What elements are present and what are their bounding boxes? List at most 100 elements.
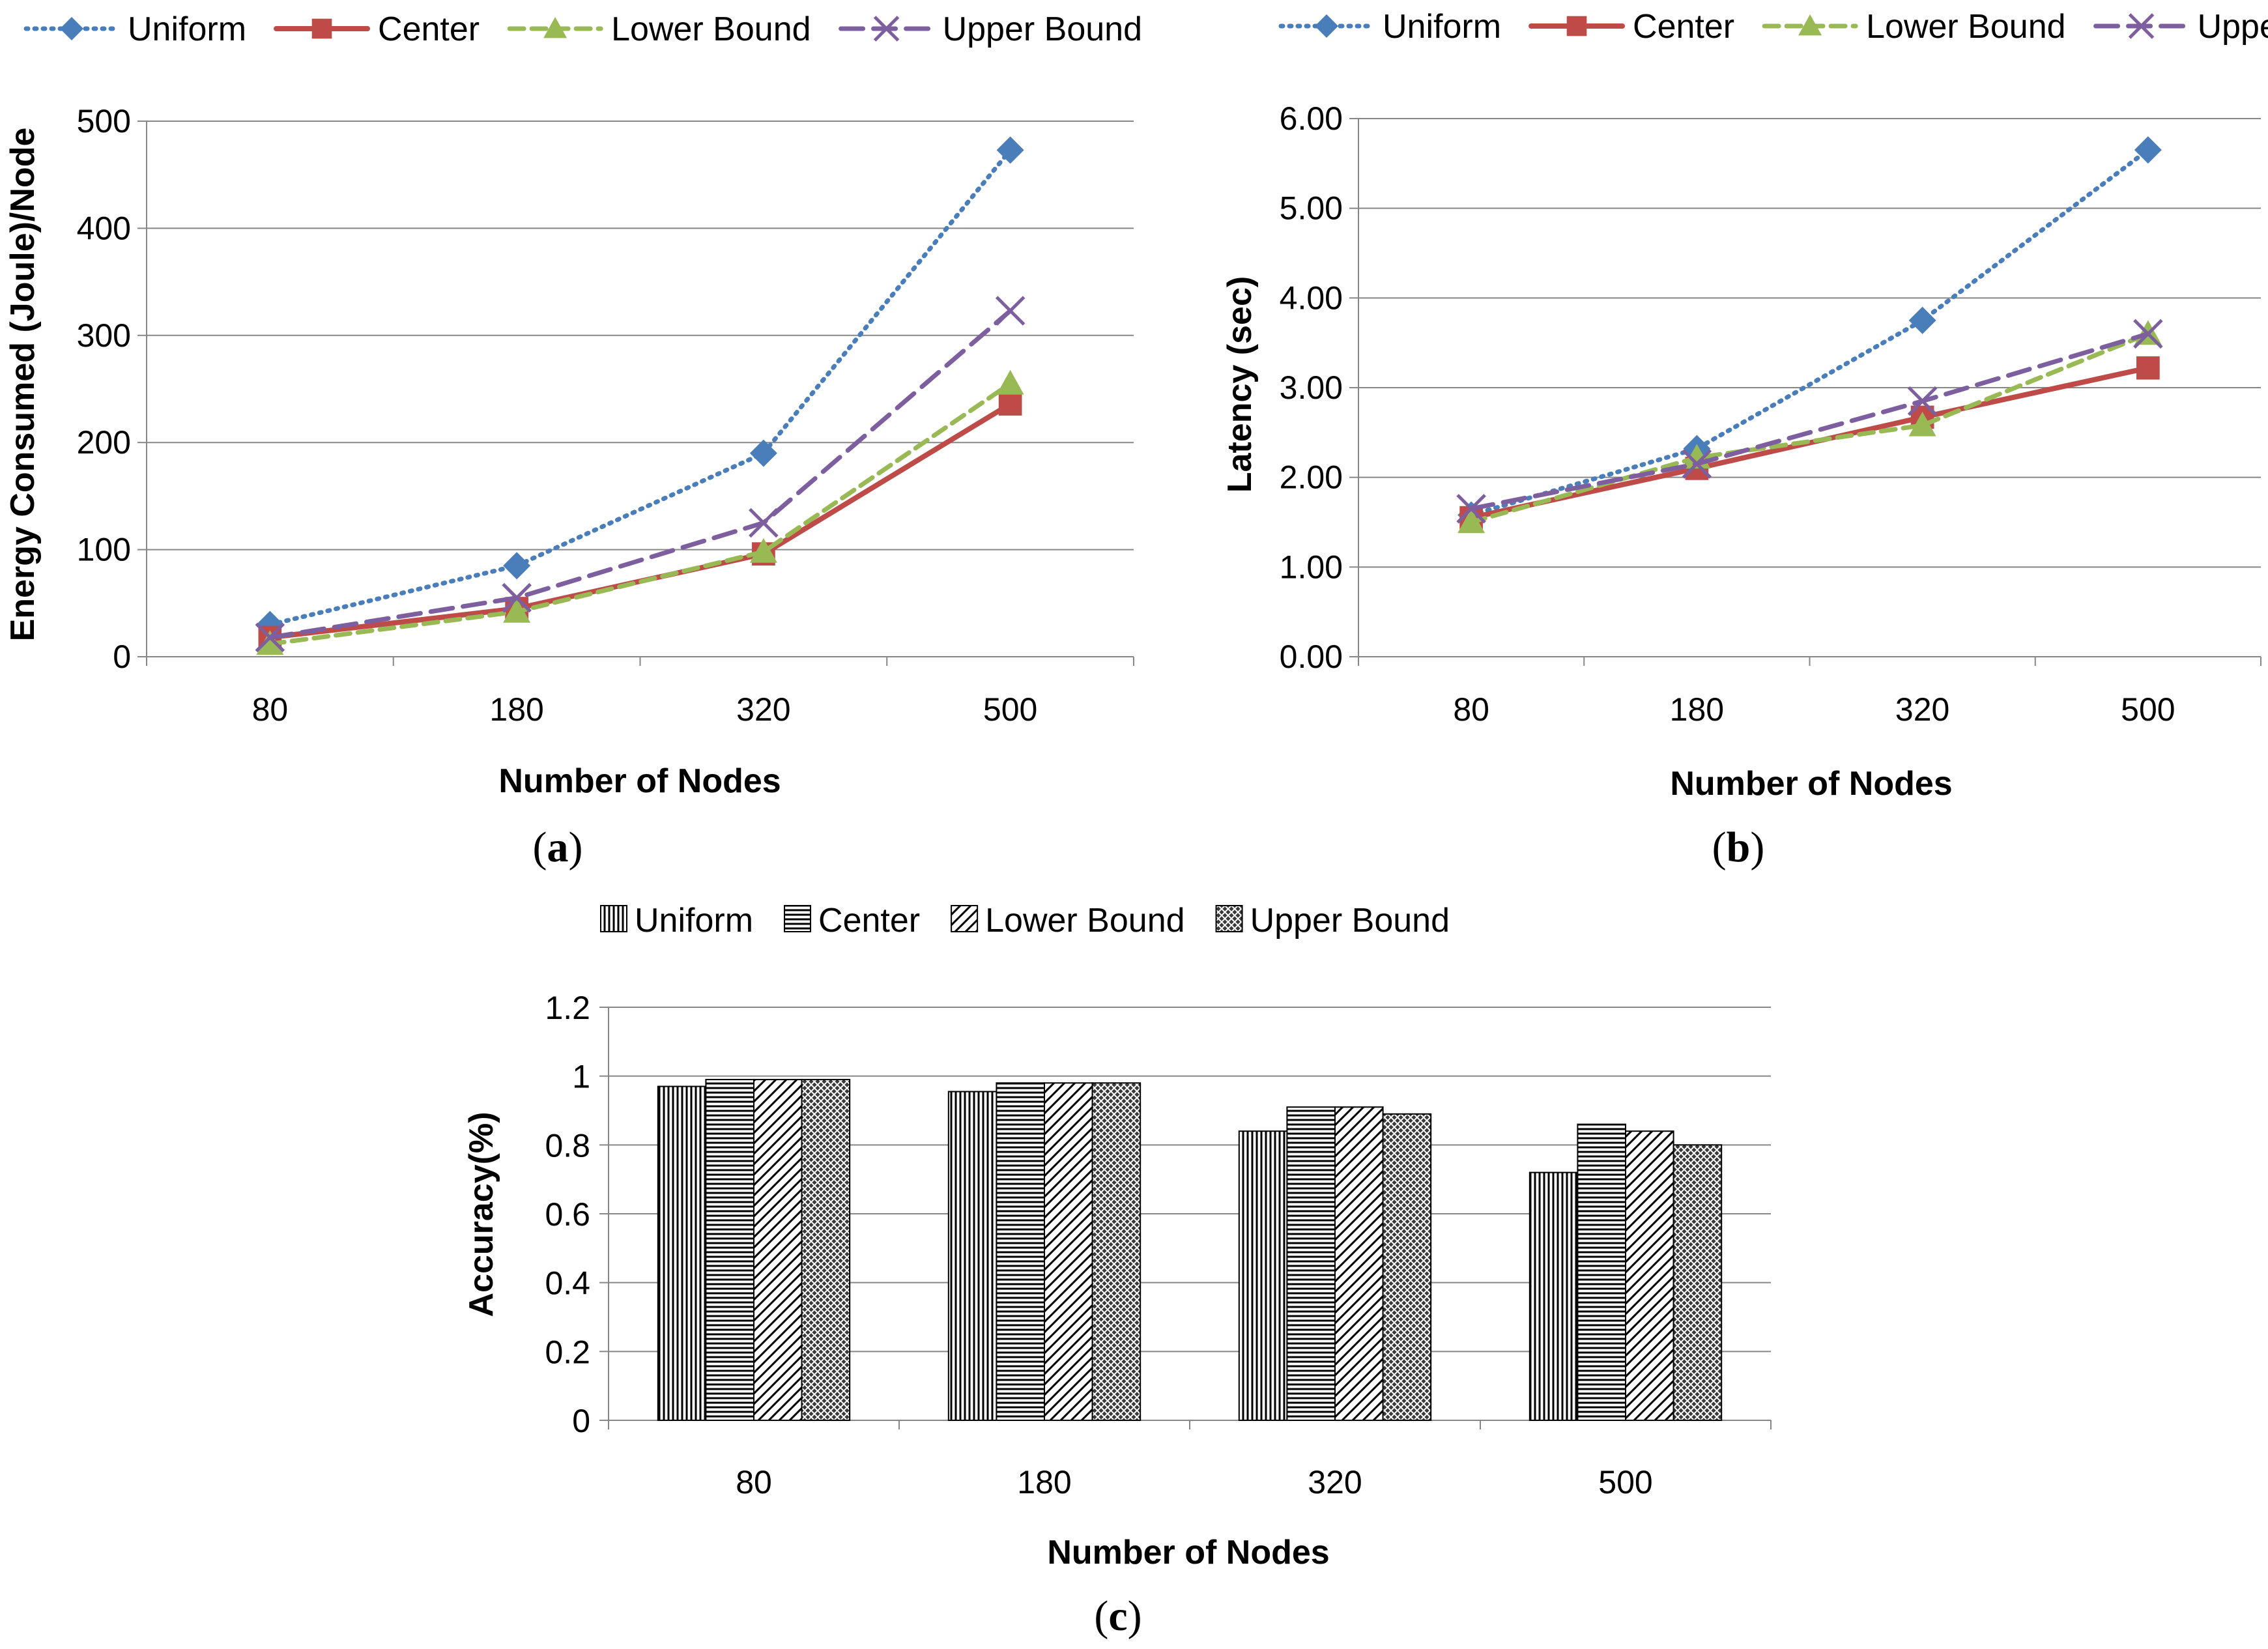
accuracy-x-tick-label: 320 bbox=[1308, 1464, 1362, 1500]
accuracy-x-tick-label: 80 bbox=[736, 1464, 772, 1500]
accuracy-bar-center bbox=[1286, 1106, 1336, 1421]
energy-point-upper-bound bbox=[502, 582, 532, 613]
energy-point-lower-bound bbox=[749, 538, 777, 563]
latency-point-upper-bound bbox=[1907, 386, 1938, 416]
accuracy-legend-swatch-uniform bbox=[600, 905, 627, 932]
accuracy-bar-lower-bound bbox=[1334, 1106, 1384, 1421]
accuracy-x-tick-label: 500 bbox=[1598, 1464, 1652, 1500]
energy-chart-legend: Uniform Center Lower Bound Upper Bound bbox=[23, 10, 1142, 48]
accuracy-bar-lower-bound bbox=[1625, 1130, 1674, 1421]
energy-chart-y-axis-title: Energy Consumed (Joule)/Node bbox=[4, 128, 42, 642]
latency-y-tick-label: 0.00 bbox=[1280, 638, 1343, 675]
latency-legend-marker-uniform bbox=[1315, 14, 1338, 38]
energy-point-lower-bound bbox=[996, 369, 1024, 395]
energy-series-line-lower-bound bbox=[267, 381, 1013, 646]
latency-point-lower-bound bbox=[1457, 508, 1486, 534]
accuracy-y-tick-label: 1.2 bbox=[545, 990, 590, 1026]
accuracy-legend-label-upper-bound: Upper Bound bbox=[1250, 902, 1450, 939]
latency-legend-marker-upper-bound bbox=[2128, 13, 2155, 39]
energy-chart-tick-labels: 0 100 200 300 400 500 80 180 320 500 bbox=[77, 103, 1038, 728]
accuracy-y-tick-label: 1 bbox=[572, 1059, 590, 1095]
energy-x-tick-label: 80 bbox=[252, 691, 289, 728]
accuracy-bar-lower-bound bbox=[753, 1078, 803, 1421]
accuracy-legend-swatch-lower-bound bbox=[951, 905, 979, 932]
accuracy-legend-swatch-center bbox=[784, 905, 812, 932]
accuracy-bar-uniform bbox=[657, 1085, 707, 1422]
latency-chart-series bbox=[1456, 136, 2163, 534]
energy-point-uniform bbox=[503, 552, 531, 580]
accuracy-legend-label-center: Center bbox=[818, 902, 920, 939]
energy-point-upper-bound bbox=[749, 508, 779, 538]
accuracy-chart-y-axis-title: Accuracy(%) bbox=[463, 1111, 500, 1317]
latency-series-line-uniform bbox=[1469, 147, 2151, 517]
latency-point-upper-bound bbox=[2133, 319, 2163, 349]
accuracy-chart-legend: Uniform Center Lower Bound Upper Bound bbox=[600, 902, 1450, 939]
latency-y-tick-label: 4.00 bbox=[1280, 280, 1343, 316]
accuracy-bar-uniform bbox=[1238, 1130, 1288, 1421]
energy-series-line-center bbox=[267, 401, 1013, 640]
latency-series-line-lower-bound bbox=[1469, 331, 2151, 524]
energy-legend-label-uniform: Uniform bbox=[128, 10, 246, 48]
accuracy-bar-lower-bound bbox=[1044, 1082, 1093, 1421]
latency-point-center bbox=[2136, 356, 2160, 380]
accuracy-y-tick-label: 0.8 bbox=[545, 1127, 590, 1164]
accuracy-bar-upper-bound bbox=[1382, 1113, 1432, 1421]
accuracy-y-tick-label: 0 bbox=[572, 1403, 590, 1439]
latency-y-tick-label: 1.00 bbox=[1280, 549, 1343, 585]
energy-x-tick-label: 180 bbox=[489, 691, 543, 728]
latency-point-uniform bbox=[1908, 306, 1936, 334]
accuracy-chart-x-axis-title: Number of Nodes bbox=[1047, 1534, 1329, 1571]
latency-point-lower-bound bbox=[1908, 411, 1936, 437]
energy-point-lower-bound bbox=[256, 630, 284, 655]
accuracy-legend-label-lower-bound: Lower Bound bbox=[985, 902, 1184, 939]
accuracy-legend-swatch-upper-bound bbox=[1215, 905, 1243, 932]
latency-legend-marker-lower-bound bbox=[1798, 14, 1822, 36]
energy-chart-series bbox=[255, 136, 1026, 655]
latency-y-tick-label: 3.00 bbox=[1280, 369, 1343, 406]
accuracy-chart: Uniform Center Lower Bound Upper Bound 0 0.2… bbox=[463, 902, 1772, 1640]
energy-point-uniform bbox=[749, 439, 777, 467]
energy-chart-x-axis-title: Number of Nodes bbox=[498, 762, 781, 800]
energy-point-center bbox=[998, 392, 1022, 416]
accuracy-legend-label-uniform: Uniform bbox=[635, 902, 753, 939]
accuracy-y-tick-label: 0.4 bbox=[545, 1265, 590, 1302]
accuracy-bar-center bbox=[1577, 1123, 1626, 1421]
energy-point-lower-bound bbox=[503, 597, 531, 623]
energy-series-line-upper-bound bbox=[267, 308, 1013, 640]
accuracy-bar-uniform bbox=[947, 1091, 998, 1421]
accuracy-bar-upper-bound bbox=[1091, 1082, 1141, 1421]
latency-x-tick-label: 320 bbox=[1895, 691, 1949, 728]
energy-legend-marker-center bbox=[311, 18, 332, 39]
latency-legend-label-center: Center bbox=[1633, 8, 1734, 46]
latency-series-line-upper-bound bbox=[1469, 331, 2151, 511]
energy-y-tick-label: 500 bbox=[77, 103, 131, 139]
energy-point-upper-bound bbox=[255, 622, 285, 653]
energy-y-tick-label: 100 bbox=[77, 532, 131, 568]
energy-point-uniform bbox=[996, 136, 1024, 164]
latency-chart-tick-labels: 0.00 1.00 2.00 3.00 4.00 5.00 6.00 80 180 320 500 bbox=[1280, 100, 2175, 728]
energy-x-tick-label: 500 bbox=[983, 691, 1037, 728]
latency-chart-panel-label: (b) bbox=[1712, 824, 1765, 871]
latency-y-tick-label: 2.00 bbox=[1280, 459, 1343, 496]
energy-x-tick-label: 320 bbox=[736, 691, 790, 728]
accuracy-bar-uniform bbox=[1529, 1171, 1579, 1421]
latency-chart-y-axis-title: Latency (sec) bbox=[1221, 276, 1259, 493]
latency-legend-marker-center bbox=[1566, 16, 1587, 36]
accuracy-chart-panel-label: (c) bbox=[1094, 1592, 1141, 1640]
accuracy-x-tick-label: 180 bbox=[1017, 1464, 1071, 1500]
energy-point-upper-bound bbox=[995, 296, 1026, 326]
latency-chart-gridlines bbox=[1358, 118, 2261, 568]
latency-y-tick-label: 5.00 bbox=[1280, 190, 1343, 227]
accuracy-y-tick-label: 0.6 bbox=[545, 1196, 590, 1233]
latency-point-upper-bound bbox=[1682, 449, 1712, 479]
energy-y-tick-label: 200 bbox=[77, 424, 131, 461]
accuracy-bar-center bbox=[705, 1078, 755, 1421]
energy-y-tick-label: 300 bbox=[77, 317, 131, 354]
energy-series-line-uniform bbox=[267, 147, 1013, 627]
energy-legend-marker-lower-bound bbox=[543, 17, 567, 38]
accuracy-bar-center bbox=[996, 1082, 1046, 1421]
latency-chart-legend: Uniform Center Lower Bound Upper Bound bbox=[1278, 8, 2268, 46]
energy-legend-label-upper-bound: Upper Bound bbox=[943, 10, 1142, 48]
latency-chart-x-axis-title: Number of Nodes bbox=[1670, 765, 1952, 803]
